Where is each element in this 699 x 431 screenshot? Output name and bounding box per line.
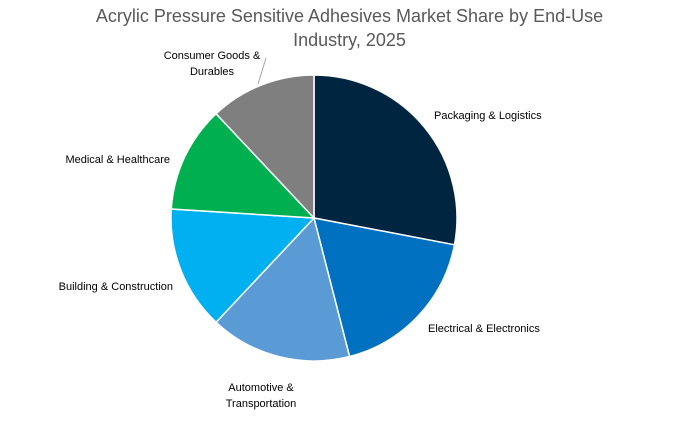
pie-slice-consumer-goods-durables (215, 74, 315, 220)
data-label-building-construction: Building & Construction (59, 281, 173, 293)
chart-title: Acrylic Pressure Sensitive Adhesives Mar… (95, 6, 604, 50)
data-label-consumer-goods-durables: Consumer Goods & Durables (164, 50, 261, 78)
leader-line-consumer-goods (257, 57, 267, 85)
pie-slice-automotive-transportation (215, 216, 351, 362)
data-label-packaging-logistics: Packaging & Logistics (434, 110, 542, 122)
data-label-automotive-transportation: Automotive & Transportation (226, 382, 297, 410)
pie-slice-building-construction (170, 208, 316, 324)
data-label-medical-healthcare: Medical & Healthcare (65, 154, 170, 166)
data-label-electrical-electronics: Electrical & Electronics (428, 323, 540, 335)
pie-slice-medical-healthcare (170, 112, 316, 219)
pie-slice-packaging-logistics (313, 74, 458, 246)
pie-slice-electrical-electronics (312, 217, 456, 358)
